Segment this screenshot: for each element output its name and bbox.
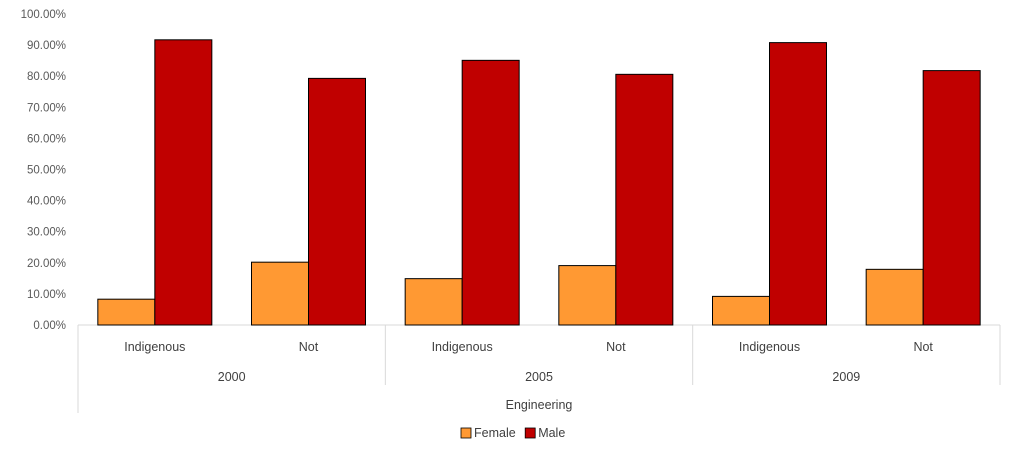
y-tick-label: 40.00% xyxy=(27,196,66,208)
y-tick-label: 50.00% xyxy=(27,165,66,177)
y-tick-label: 30.00% xyxy=(27,227,66,239)
legend-swatch-female xyxy=(460,427,472,439)
x-year-label: 2005 xyxy=(525,370,553,384)
x-category-label: Not xyxy=(606,340,626,354)
y-tick-label: 10.00% xyxy=(27,289,66,301)
x-category-label: Indigenous xyxy=(739,340,800,354)
bar-female xyxy=(251,261,309,326)
x-outer-label: Engineering xyxy=(506,398,573,412)
y-axis-ticks: 0.00% 10.00% 20.00% 30.00% 40.00% 50.00% 60.00… xyxy=(21,9,66,332)
bar-female xyxy=(404,278,463,326)
x-year-label: 2009 xyxy=(832,370,860,384)
axes xyxy=(77,324,1001,413)
bar-male xyxy=(308,77,366,326)
y-tick-label: 80.00% xyxy=(27,71,66,83)
bar-female xyxy=(558,265,617,326)
legend-label-female: Female xyxy=(474,426,516,440)
y-tick-label: 20.00% xyxy=(27,258,66,270)
x-category-label: Indigenous xyxy=(124,340,185,354)
bar-male xyxy=(615,73,674,326)
y-tick-label: 90.00% xyxy=(27,40,66,52)
x-year-label: 2000 xyxy=(218,370,246,384)
bar-male xyxy=(154,39,213,326)
y-tick-label: 100.00% xyxy=(21,9,66,21)
bar-female xyxy=(865,268,924,326)
bar-male xyxy=(769,42,827,326)
legend-swatch-male xyxy=(524,427,536,439)
bars xyxy=(97,39,981,326)
y-tick-label: 70.00% xyxy=(27,102,66,114)
x-category-label: Not xyxy=(299,340,319,354)
bar-female xyxy=(97,298,156,326)
x-category-label: Not xyxy=(913,340,933,354)
bar-male xyxy=(922,70,981,326)
legend: Female Male xyxy=(460,426,565,440)
y-tick-label: 60.00% xyxy=(27,133,66,145)
x-axis-labels: Indigenous Not Indigenous Not Indigenous Not 2… xyxy=(124,340,933,412)
y-tick-label: 0.00% xyxy=(33,320,66,332)
bar-female xyxy=(712,295,770,326)
bar-male xyxy=(461,59,520,326)
x-category-label: Indigenous xyxy=(432,340,493,354)
legend-label-male: Male xyxy=(538,426,565,440)
